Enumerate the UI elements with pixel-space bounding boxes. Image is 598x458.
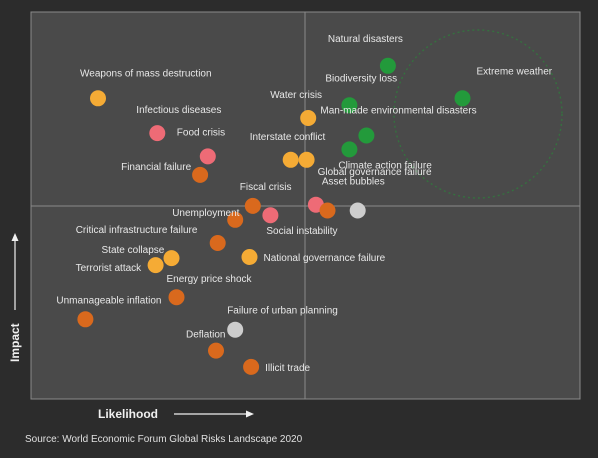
points-layer	[77, 57, 471, 375]
data-point	[300, 110, 317, 126]
point-label: National governance failure	[264, 253, 386, 264]
data-point	[168, 289, 185, 306]
point-label: Energy price shock	[167, 274, 253, 285]
data-point	[227, 321, 244, 338]
point-label: Extreme weather	[477, 66, 553, 77]
point-label: Biodiversity loss	[325, 73, 397, 84]
y-axis-title: Impact	[8, 323, 22, 362]
data-point	[379, 57, 396, 74]
point-label: Illicit trade	[265, 363, 310, 374]
point-label: Climate action failure	[338, 160, 432, 171]
data-point	[349, 202, 366, 219]
data-point	[209, 235, 226, 251]
point-label: Natural disasters	[328, 34, 403, 45]
point-label: Unemployment	[172, 208, 239, 219]
data-point	[319, 202, 336, 219]
data-point	[147, 257, 164, 274]
data-point	[282, 151, 299, 168]
data-point	[227, 211, 244, 228]
data-point	[358, 127, 375, 144]
data-point	[341, 141, 358, 158]
data-point	[208, 342, 224, 359]
data-point	[298, 151, 315, 168]
point-label: Social instability	[266, 226, 337, 237]
data-point	[149, 125, 166, 142]
point-label: Fiscal crisis	[240, 182, 292, 193]
point-label: State collapse	[102, 245, 165, 256]
x-axis-title: Likelihood	[98, 407, 158, 421]
point-label: Asset bubbles	[322, 177, 385, 188]
point-label: Weapons of mass destruction	[80, 68, 212, 79]
data-point	[454, 90, 471, 107]
data-point	[244, 197, 261, 214]
point-label: Deflation	[186, 330, 225, 341]
data-point	[77, 311, 94, 328]
data-point	[243, 358, 260, 375]
point-label: Food crisis	[177, 127, 225, 138]
point-label: Man-made environmental disasters	[320, 106, 476, 117]
point-label: Critical infrastructure failure	[76, 225, 198, 236]
data-point	[192, 166, 209, 183]
point-label: Water crisis	[270, 90, 322, 101]
point-label: Interstate conflict	[250, 132, 326, 143]
point-label: Unmanageable inflation	[56, 295, 161, 306]
data-point	[341, 97, 358, 114]
point-label: Infectious diseases	[136, 105, 221, 116]
x-axis-arrow-icon	[174, 410, 254, 418]
point-label: Financial failure	[121, 162, 191, 173]
data-point	[241, 249, 258, 265]
data-point	[262, 207, 279, 224]
point-label: Failure of urban planning	[227, 306, 338, 317]
point-label: Global governance failure	[318, 167, 432, 178]
data-point	[163, 250, 180, 267]
y-axis-arrow-icon	[11, 233, 19, 310]
data-point	[199, 148, 216, 165]
data-point	[90, 90, 106, 107]
source-note: Source: World Economic Forum Global Risk…	[25, 434, 303, 445]
point-label: Terrorist attack	[76, 263, 143, 274]
environmental-cluster-ring	[393, 29, 563, 199]
labels-layer: Natural disasters Extreme weather Biodiver…	[56, 34, 552, 374]
